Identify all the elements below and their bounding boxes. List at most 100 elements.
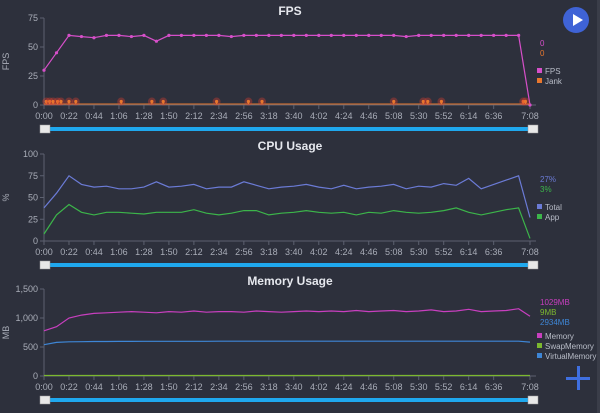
data-point: [279, 33, 283, 38]
x-tick-label: 5:08: [385, 382, 403, 392]
x-tick-label: 2:56: [235, 382, 253, 392]
legend-label[interactable]: FPS: [545, 67, 561, 76]
x-tick-label: 7:08: [521, 111, 539, 121]
series-line: [43, 203, 531, 239]
legend-label[interactable]: Total: [545, 203, 562, 212]
x-tick-label: 3:40: [285, 382, 303, 392]
data-point: [217, 33, 221, 38]
x-tick-label: 1:28: [135, 382, 153, 392]
slider-track[interactable]: [44, 398, 534, 402]
x-tick-label: 6:14: [460, 111, 478, 121]
legend-label[interactable]: SwapMemory: [545, 342, 594, 351]
data-point: [439, 99, 444, 104]
current-value: 9MB: [540, 308, 556, 317]
series-line: [43, 34, 531, 106]
legend-label[interactable]: VirtualMemory: [545, 352, 596, 361]
chart-title: FPS: [278, 4, 301, 18]
x-tick-label: 0:44: [85, 247, 103, 257]
y-axis-label: MB: [1, 326, 11, 340]
legend-label[interactable]: Jank: [545, 77, 563, 86]
data-point: [42, 68, 46, 72]
slider-handle-end[interactable]: [527, 395, 539, 405]
data-point: [161, 99, 165, 104]
x-tick-label: 0:44: [85, 111, 103, 121]
x-tick-label: 0:00: [35, 247, 53, 257]
data-point: [392, 99, 396, 104]
current-value: 3%: [540, 185, 552, 194]
data-point: [44, 99, 48, 104]
data-point: [74, 99, 78, 104]
y-tick-label: 500: [23, 342, 38, 352]
chart-memory-usage: Memory Usage MB 0 500 1,000 1,500 0:00 0:22 0:44…: [1, 274, 596, 405]
legend-label[interactable]: Memory: [545, 332, 574, 341]
data-point: [179, 33, 183, 38]
slider-handle-end[interactable]: [527, 124, 539, 134]
x-tick-label: 4:46: [360, 247, 378, 257]
data-point: [454, 33, 458, 38]
x-tick-label: 6:36: [485, 247, 503, 257]
x-tick-label: 0:22: [60, 382, 78, 392]
series-memory: [43, 308, 531, 332]
time-range-slider[interactable]: [39, 260, 539, 270]
x-tick-label: 2:12: [185, 247, 203, 257]
data-point: [479, 33, 483, 38]
data-point: [379, 33, 383, 38]
y-tick-label: 50: [28, 42, 38, 52]
plus-icon[interactable]: [566, 366, 590, 390]
legend-swatch[interactable]: [537, 78, 542, 83]
legend-swatch[interactable]: [537, 333, 542, 338]
data-point: [142, 33, 146, 38]
slider-track[interactable]: [44, 127, 534, 131]
data-point: [167, 33, 171, 38]
data-point: [229, 34, 233, 39]
vertical-scrollbar[interactable]: [597, 0, 600, 413]
data-point: [214, 99, 219, 104]
current-value: 0: [540, 39, 545, 48]
x-tick-label: 2:56: [235, 111, 253, 121]
legend-swatch[interactable]: [537, 343, 542, 348]
data-point: [150, 99, 154, 104]
legend-swatch[interactable]: [537, 214, 542, 219]
data-point: [504, 33, 508, 38]
series-jank: [42, 97, 530, 106]
y-tick-label: 0: [33, 236, 38, 246]
data-point: [354, 33, 358, 38]
x-tick-label: 5:52: [435, 111, 453, 121]
legend-swatch[interactable]: [537, 204, 542, 209]
legend-label[interactable]: App: [545, 213, 560, 222]
legend-swatch[interactable]: [537, 68, 542, 73]
data-point: [426, 99, 430, 104]
x-tick-label: 6:36: [485, 382, 503, 392]
slider-handle-end[interactable]: [527, 260, 539, 270]
data-point: [342, 33, 346, 38]
x-tick-label: 5:30: [410, 382, 428, 392]
x-tick-label: 7:08: [521, 247, 539, 257]
x-tick-label: 5:08: [385, 111, 403, 121]
x-tick-label: 4:02: [310, 111, 328, 121]
data-point: [129, 34, 134, 39]
current-value: 27%: [540, 175, 556, 184]
slider-handle-start[interactable]: [39, 260, 51, 270]
series-line: [43, 340, 531, 346]
data-point: [79, 34, 84, 39]
x-tick-label: 0:00: [35, 111, 53, 121]
slider-handle-start[interactable]: [39, 395, 51, 405]
x-tick-label: 4:24: [335, 111, 353, 121]
slider-handle-start[interactable]: [39, 124, 51, 134]
x-tick-label: 5:30: [410, 111, 428, 121]
series-app: [43, 203, 531, 239]
data-point: [154, 39, 159, 43]
x-tick-label: 6:14: [460, 382, 478, 392]
time-range-slider[interactable]: [39, 395, 539, 405]
data-point: [267, 33, 271, 38]
slider-track[interactable]: [44, 263, 534, 267]
data-point: [56, 99, 60, 104]
data-point: [119, 99, 123, 104]
x-tick-label: 1:50: [160, 247, 178, 257]
x-tick-label: 3:40: [285, 111, 303, 121]
data-point: [51, 99, 55, 104]
play-icon[interactable]: [563, 7, 589, 33]
time-range-slider[interactable]: [39, 124, 539, 134]
legend-swatch[interactable]: [537, 353, 542, 358]
